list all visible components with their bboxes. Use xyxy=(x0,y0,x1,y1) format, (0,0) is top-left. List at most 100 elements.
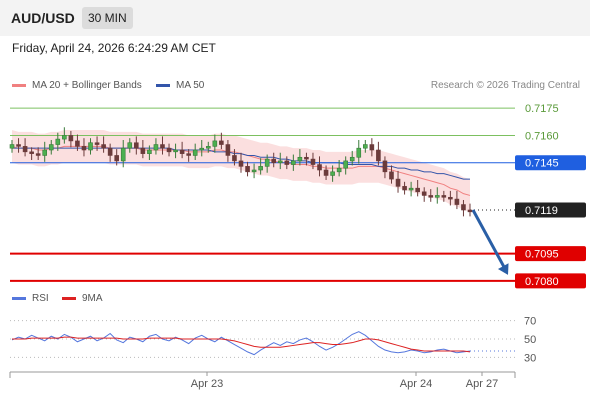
candle-body xyxy=(441,195,447,198)
rsi-ma-line xyxy=(12,336,471,353)
legend-rsi: RSI xyxy=(12,293,49,304)
candle-body xyxy=(219,140,224,145)
forecast-arrowhead xyxy=(497,263,509,275)
candle-body xyxy=(232,155,237,162)
copyright-text: Research © 2026 Trading Central xyxy=(430,80,580,91)
timeframe-button[interactable]: 30 MIN xyxy=(82,7,133,29)
candle-body xyxy=(343,160,348,169)
candle-body xyxy=(140,147,146,154)
candle-body xyxy=(330,171,335,176)
candle-body xyxy=(382,160,388,173)
candle-body xyxy=(48,144,54,151)
level-tag-resistance xyxy=(515,127,586,143)
candle-body xyxy=(317,164,322,171)
candle-body xyxy=(264,158,270,167)
candle-body xyxy=(199,147,205,151)
candle-body xyxy=(81,146,87,151)
level-label-last: 0.7119 xyxy=(525,205,558,217)
rsi-tick-label: 50 xyxy=(524,334,536,346)
candle-body xyxy=(448,196,453,200)
legend-ma50-label: MA 50 xyxy=(176,80,205,91)
candle-body xyxy=(310,158,316,165)
candle-body xyxy=(42,149,48,156)
forecast-arrow xyxy=(471,209,506,268)
legend-ma50: MA 50 xyxy=(156,80,204,91)
rsi-tick-label: 30 xyxy=(524,352,536,364)
level-tag-resistance xyxy=(515,100,586,116)
level-label-pivot: 0.7145 xyxy=(525,158,559,170)
candle-body xyxy=(271,158,277,164)
candle-body xyxy=(323,169,329,176)
bollinger-swatch xyxy=(12,84,26,87)
candle-body xyxy=(35,153,41,156)
level-label-resistance: 0.7175 xyxy=(525,103,559,115)
candle-body xyxy=(101,144,106,149)
chart-header: AUD/USD 30 MIN xyxy=(0,0,590,36)
candle-body xyxy=(297,156,303,162)
candle-body xyxy=(389,171,394,180)
level-tag-support xyxy=(515,273,586,289)
candle-body xyxy=(258,166,263,171)
chart-datetime: Friday, April 24, 2026 6:24:29 AM CET xyxy=(12,41,216,55)
legend-rsi-label: RSI xyxy=(32,293,49,304)
x-tick-label: Apr 23 xyxy=(191,378,223,390)
legend-rsi-ma-label: 9MA xyxy=(82,293,103,304)
candle-body xyxy=(277,160,283,164)
candle-body xyxy=(349,156,355,162)
candle-body xyxy=(153,144,159,151)
candle-body xyxy=(304,156,309,160)
candle-body xyxy=(29,151,34,154)
candle-body xyxy=(134,142,139,149)
candle-body xyxy=(291,160,296,165)
candle-body xyxy=(9,144,15,149)
candle-body xyxy=(434,195,440,198)
candle-body xyxy=(16,144,21,147)
candle-body xyxy=(356,147,362,158)
candle-body xyxy=(94,142,100,145)
x-tick-label: Apr 27 xyxy=(466,378,498,390)
level-label-resistance: 0.7160 xyxy=(525,130,559,142)
rsi-line xyxy=(11,331,471,356)
rsi-tick-label: 70 xyxy=(524,316,536,328)
candle-body xyxy=(75,140,80,147)
candle-body xyxy=(120,147,126,162)
candle-body xyxy=(205,146,211,149)
x-tick-label: Apr 24 xyxy=(400,378,432,390)
candle-body xyxy=(147,149,152,154)
candle-body xyxy=(88,142,93,151)
candle-body xyxy=(127,142,133,149)
candle-body xyxy=(369,144,375,151)
level-tag-last xyxy=(515,202,586,218)
candle-body xyxy=(395,178,401,187)
candle-body xyxy=(62,135,67,140)
level-label-support: 0.7095 xyxy=(525,249,559,261)
candle-body xyxy=(173,149,178,153)
level-label-support: 0.7080 xyxy=(525,276,559,288)
candle-body xyxy=(454,198,460,205)
candle-body xyxy=(160,144,165,149)
candle-body xyxy=(284,160,290,165)
candle-body xyxy=(421,191,427,196)
candle-body xyxy=(402,186,407,191)
legend-bollinger-label: MA 20 + Bollinger Bands xyxy=(32,80,142,91)
legend-bollinger: MA 20 + Bollinger Bands xyxy=(12,80,142,91)
legend-rsi-ma: 9MA xyxy=(62,293,103,304)
candle-body xyxy=(363,144,368,149)
candle-body xyxy=(212,140,218,147)
candle-body xyxy=(225,144,231,156)
candle-body xyxy=(55,138,61,145)
level-tag-pivot xyxy=(515,155,586,171)
candle-body xyxy=(68,135,74,142)
candle-body xyxy=(461,204,466,211)
rsi-ma-swatch xyxy=(62,297,76,300)
candle-body xyxy=(428,195,434,198)
candle-body xyxy=(107,147,113,156)
candle-body xyxy=(415,187,420,193)
candle-body xyxy=(245,166,250,173)
ma50-swatch xyxy=(156,84,170,87)
candle-body xyxy=(336,167,342,173)
candle-body xyxy=(166,147,172,153)
symbol-title: AUD/USD xyxy=(11,10,75,26)
candle-body xyxy=(408,187,414,191)
